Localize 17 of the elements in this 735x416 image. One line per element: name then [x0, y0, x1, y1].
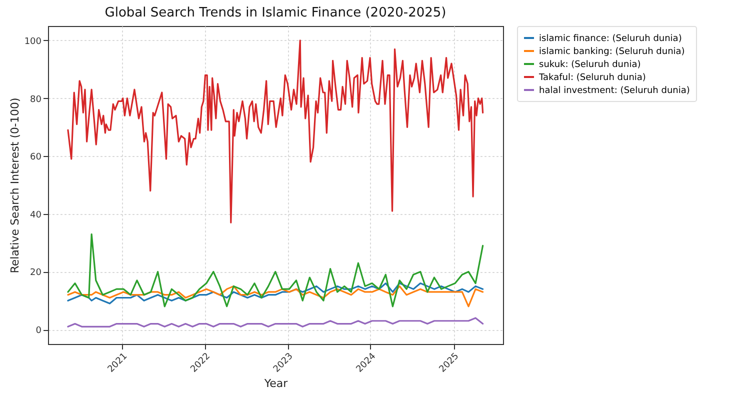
legend-label: sukuk: (Seluruh dunia)	[539, 60, 641, 70]
y-tick-label: 100	[24, 36, 42, 47]
x-axis-title: Year	[263, 377, 288, 390]
legend-label: Takaful: (Seluruh dunia)	[538, 73, 646, 83]
y-tick-label: 20	[30, 268, 42, 278]
y-tick-label: 0	[36, 326, 42, 336]
y-tick-label: 40	[30, 210, 42, 220]
legend-label: islamic banking: (Seluruh dunia)	[539, 47, 685, 57]
y-tick-label: 60	[30, 152, 42, 163]
line-series	[67, 40, 484, 224]
y-axis-title: Relative Search Interest (0-100)	[8, 98, 22, 274]
chart-title: Global Search Trends in Islamic Finance (2020-2025)	[104, 6, 446, 20]
legend-label: islamic finance: (Seluruh dunia)	[539, 34, 682, 44]
line-series	[67, 317, 484, 328]
y-tick-label: 80	[30, 94, 42, 105]
line-series	[67, 233, 484, 308]
legend-label: halal investment: (Seluruh dunia)	[539, 86, 690, 96]
